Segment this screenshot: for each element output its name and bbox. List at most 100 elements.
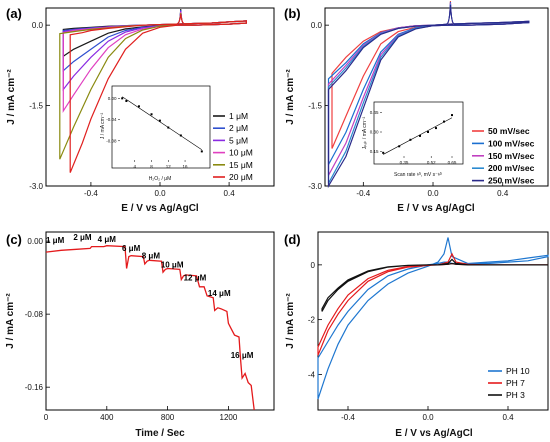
panel-d-legend-entry-2: PH 3 [506,390,525,400]
panel-c-series-0 [45,245,255,411]
panel-b-legend-entry-4: 250 mV/sec [488,176,535,186]
panel-a-legend-entry-2: 5 μM [229,135,248,145]
panel-b-inset-xtick-label: 0.52 [427,160,436,165]
panel-d-xtick-label: -0.4 [341,413,355,422]
panel-c-annotation-7: 14 μM [208,289,231,298]
panel-d-series-2 [321,258,548,312]
panel-a-ytick-label: -1.5 [29,102,43,111]
panel-d-legend: PH 10 PH 7 PH 3 [488,366,530,400]
panel-a-legend-entry-4: 15 μM [229,160,253,170]
panel-b-inset-point [443,120,445,123]
panel-b-inset-point [398,145,401,148]
panel-c-ylabel: J / mA cm⁻² [5,293,16,349]
panel-b-inset-ytick-label: 0.15 [370,149,379,154]
panel-a-inset-xtick-label: 4 [134,164,137,169]
panel-c-xlabel: Time / Sec [135,428,185,439]
panel-b-inset-point [382,151,385,154]
panel-c-ytick-label: 0.00 [27,237,43,246]
panel-b-inset-xtick-label: 0.35 [400,160,409,165]
panel-c-annotation-4: 8 μM [142,251,161,260]
panel-a-inset-xtick-label: 8 [150,164,153,169]
panel-c: (c) 0 400 800 1200 0.00 -0.08 -0.16 1 μM 2 μM 4 … [5,231,275,439]
panel-b-inset-ylabel: Jₚₐₖ / mA cm⁻² [362,116,368,149]
panel-b-xlabel: E / V vs Ag/AgCl [397,203,475,214]
panel-b-inset-point [419,134,421,137]
panel-a-label: (a) [6,6,22,21]
panel-b-ytick-label: -3.0 [308,182,322,191]
panel-a-inset-point [137,105,140,108]
panel-b-inset-ytick-label: 0.30 [370,130,379,135]
panel-b-legend-entry-2: 150 mV/sec [488,151,535,161]
panel-d-xtick-label: 0.0 [422,413,434,422]
panel-a-inset-point [121,97,124,100]
panel-b-inset: 0.35 0.52 0.65 0.15 0.30 0.45 Scan rate ¹⁄², … [362,101,464,178]
panel-a-peak-5 [176,14,186,25]
panel-b-peak-4 [446,5,455,25]
panel-b-xtick-label: -0.4 [356,189,370,198]
panel-b-legend: 50 mV/sec 100 mV/sec 150 mV/sec 200 mV/sec 2… [472,126,535,186]
panel-a-legend-entry-1: 2 μM [229,123,248,133]
panel-c-ytick-label: -0.16 [25,383,44,392]
panel-a-inset-ytick-label: -0.08 [106,138,117,143]
panel-c-xtick-label: 400 [100,413,114,422]
panel-d-ytick-label: -2 [308,316,316,325]
panel-b-inset-point [435,127,437,130]
panel-a-xtick-label: -0.4 [84,189,98,198]
panel-a: (a) -0.4 0.0 0.4 0.0 -1.5 -3.0 E / V vs Ag/Ag… [6,6,275,214]
panel-a-inset-point [150,113,153,116]
panel-c-annotation-2: 4 μM [98,235,117,244]
panel-b-inset-point [427,131,429,133]
panel-c-label: (c) [6,232,22,247]
panel-a-xlabel: E / V vs Ag/AgCl [121,203,199,214]
panel-b-legend-entry-3: 200 mV/sec [488,163,535,173]
panel-a-legend-entry-5: 20 μM [229,172,253,182]
panel-a-inset-point [200,150,203,153]
panel-c-annotation-6: 12 μM [184,273,207,282]
panel-d: (d) -0.4 0.0 0.4 0 -2 -4 E / V vs Ag/AgCl J /… [284,231,549,439]
panel-b-ylabel: J / mA cm⁻² [285,69,296,125]
panel-a-ylabel: J / mA cm⁻² [6,69,17,125]
panel-a-inset: 4 8 12 16 0.00 -0.04 -0.08 H₂O₂ / μM J / mA cm… [100,85,211,182]
panel-a-series-5 [69,20,247,173]
panel-c-annotation-8: 16 μM [231,351,254,360]
panel-b-xtick-label: 0.0 [427,189,439,198]
panel-d-ylabel: J / mA cm⁻² [285,293,296,349]
panel-a-inset-point [158,119,161,122]
panel-b-series-4 [327,20,530,189]
panel-a-inset-point [167,126,170,129]
panel-b-legend-entry-0: 50 mV/sec [488,126,530,136]
panel-b-label: (b) [284,6,301,21]
panel-c-ytick-label: -0.08 [25,310,44,319]
panel-a-inset-ytick-label: -0.04 [106,117,117,122]
panel-b: (b) -0.4 0.0 0.4 0.0 -1.5 -3.0 E / V vs Ag/Ag… [284,1,549,214]
panel-d-series-0 [317,237,549,400]
panel-a-inset-xtick-label: 16 [183,164,189,169]
panel-b-inset-point [409,138,412,141]
panel-c-xtick-label: 1200 [220,413,238,422]
panel-c-annotation-1: 2 μM [73,233,92,242]
panel-b-inset-point [451,114,453,117]
panel-c-annotation-0: 1 μM [46,236,65,245]
panel-d-xtick-label: 0.4 [502,413,514,422]
panel-d-xlabel: E / V vs Ag/AgCl [395,428,473,439]
panel-a-xtick-label: 0.0 [154,189,166,198]
panel-b-inset-xlabel: Scan rate ¹⁄², mV s⁻¹⁄² [394,172,442,178]
panel-c-xtick-label: 800 [161,413,175,422]
panel-a-inset-ylabel: J / mA cm⁻² [100,113,106,140]
panel-d-legend-entry-0: PH 10 [506,366,530,376]
panel-b-inset-frame [373,101,464,165]
panel-a-inset-fit-line [122,96,202,150]
panel-a-inset-xtick-label: 12 [166,164,172,169]
panel-b-xtick-label: 0.4 [497,189,509,198]
panel-d-series-1 [317,252,548,356]
panel-c-frame [45,231,275,411]
panel-a-legend: 1 μM 2 μM 5 μM 10 μM 15 μM 20 μM [213,111,253,182]
panel-d-ytick-label: 0 [311,261,316,270]
panel-d-label: (d) [284,232,301,247]
panel-a-legend-entry-3: 10 μM [229,148,253,158]
panel-a-ytick-label: -3.0 [29,182,43,191]
panel-c-xtick-label: 0 [44,413,49,422]
panel-b-ytick-label: 0.0 [311,21,323,30]
panel-b-frame [324,7,549,187]
